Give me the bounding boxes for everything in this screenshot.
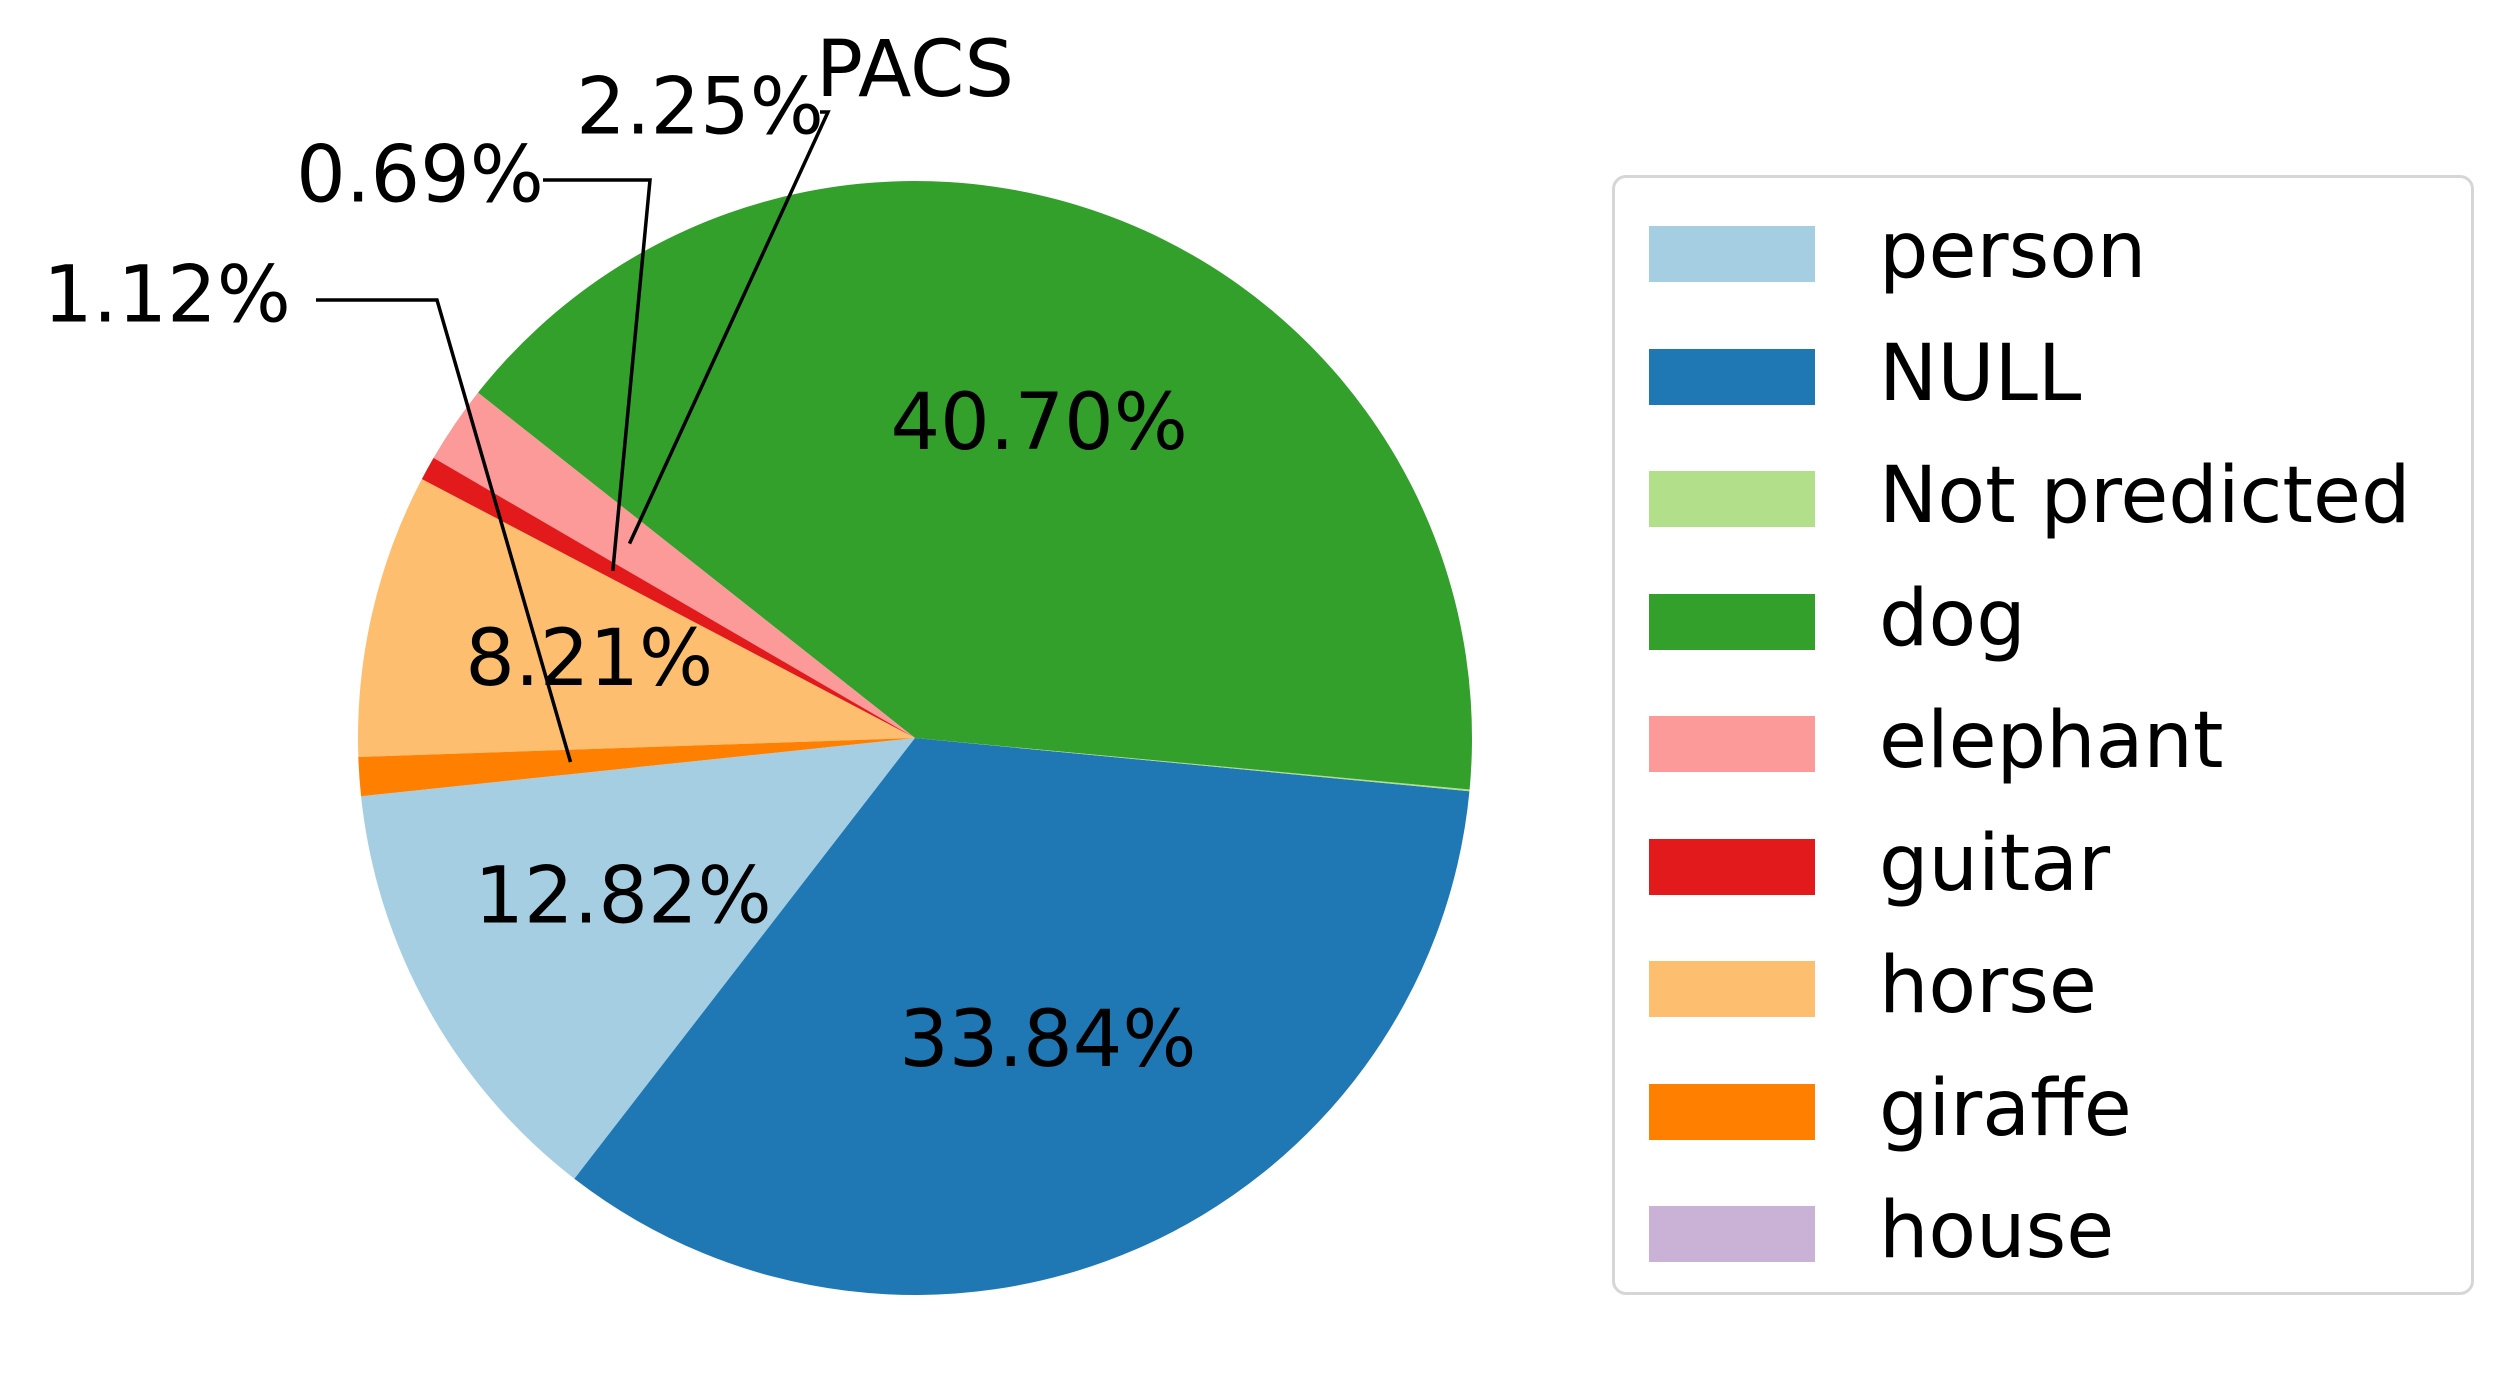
legend-label: horse (1879, 941, 2097, 1031)
leader-line-giraffe (316, 298, 573, 763)
pie-slice-horse (357, 479, 916, 757)
legend-label: giraffe (1879, 1063, 2132, 1154)
slice-label-null: 33.84% (899, 995, 1196, 1085)
pie-slice-not-predicted (915, 738, 1470, 792)
pie-slice-guitar (421, 457, 915, 738)
legend-swatch (1649, 471, 1815, 527)
legend-label: NULL (1879, 328, 2082, 419)
leader-lines (316, 110, 831, 763)
slice-label-horse: 8.21% (465, 614, 713, 704)
slice-label-guitar: 0.69% (296, 130, 544, 220)
slice-label-dog: 40.70% (890, 378, 1187, 468)
legend-swatch (1649, 716, 1815, 772)
pie-slice-person (361, 738, 915, 1179)
leader-line-elephant (627, 110, 831, 545)
slice-labels: 12.82% 33.84% 40.70% 2.25% 0.69% 8.21% 1.12% (43, 62, 1196, 1085)
legend-swatch (1649, 226, 1815, 282)
pie-slice-elephant (433, 392, 915, 738)
chart-title: PACS (816, 25, 1014, 115)
legend-label: elephant (1879, 696, 2224, 786)
legend-label: Not predicted (1879, 451, 2411, 541)
pie-slice-giraffe (358, 738, 915, 797)
slice-label-giraffe: 1.12% (43, 250, 291, 340)
pie-slices (357, 181, 1472, 1295)
legend-label: person (1879, 206, 2147, 296)
slice-label-person: 12.82% (474, 851, 771, 941)
pie-slice-null (574, 738, 1470, 1295)
legend-label: house (1879, 1186, 2115, 1276)
slice-label-elephant: 2.25% (576, 62, 824, 152)
legend-swatch (1649, 1083, 1815, 1140)
legend-swatch (1649, 838, 1815, 895)
legend-swatch (1649, 1206, 1815, 1262)
legend-swatch (1649, 593, 1815, 650)
legend-label: dog (1879, 573, 2026, 664)
leader-line-guitar (543, 178, 652, 572)
legend-swatch (1649, 348, 1815, 405)
legend-swatch (1649, 961, 1815, 1017)
legend: person NULL Not predicted dog elephant guitar… (1612, 175, 2474, 1295)
legend-label: guitar (1879, 818, 2111, 909)
